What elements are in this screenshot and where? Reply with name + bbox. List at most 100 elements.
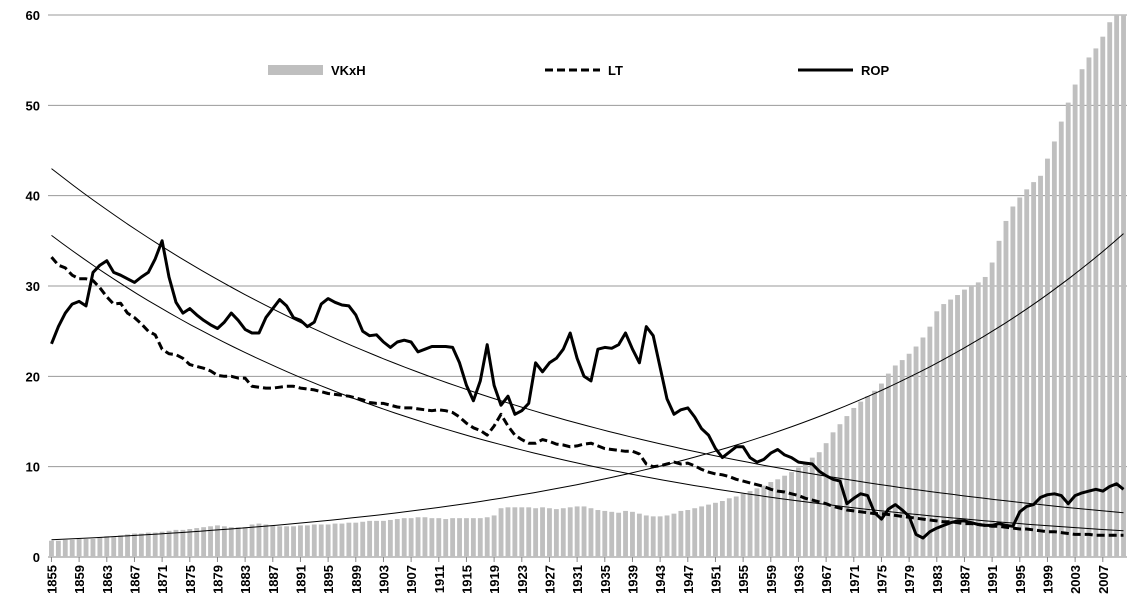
bar — [381, 520, 386, 557]
bar — [789, 472, 794, 557]
bar — [353, 522, 359, 557]
bar — [844, 416, 850, 557]
bar — [713, 502, 718, 557]
x-tick-label: 1987 — [957, 565, 972, 594]
bar — [796, 467, 801, 557]
bar — [277, 526, 283, 557]
x-tick-label: 1863 — [100, 565, 115, 594]
bar — [671, 513, 677, 557]
legend-swatch — [268, 65, 323, 75]
bar — [609, 511, 615, 557]
x-tick-label: 1959 — [764, 565, 779, 594]
bar — [429, 518, 435, 557]
bar — [1031, 182, 1037, 557]
x-tick-label: 1879 — [210, 565, 225, 594]
bar — [761, 485, 767, 557]
x-tick-label: 1967 — [819, 565, 834, 594]
bar — [187, 528, 193, 557]
bar — [263, 524, 269, 557]
bar — [125, 534, 130, 557]
bar — [311, 524, 317, 557]
bar — [989, 262, 995, 557]
bar — [837, 424, 843, 557]
y-tick-label: 10 — [26, 460, 40, 475]
bar — [920, 337, 926, 557]
bar — [816, 452, 822, 557]
bar — [208, 526, 213, 557]
bar — [339, 523, 345, 557]
x-tick-label: 1971 — [847, 565, 862, 594]
bar — [83, 538, 89, 557]
x-tick-label: 2003 — [1068, 565, 1083, 594]
bar — [899, 360, 905, 557]
bar — [1093, 48, 1099, 557]
x-tick-label: 1859 — [72, 565, 87, 594]
x-tick-label: 1991 — [985, 565, 1000, 594]
bar — [194, 528, 200, 557]
bar — [630, 511, 635, 557]
bar — [968, 286, 974, 557]
bar — [830, 432, 836, 557]
bar — [221, 526, 227, 557]
bar — [1107, 22, 1113, 557]
bar — [623, 510, 628, 557]
bar — [318, 524, 324, 557]
bar — [360, 521, 366, 557]
bar — [298, 525, 303, 557]
bar — [547, 508, 552, 557]
bar — [291, 526, 296, 557]
bar — [76, 538, 82, 557]
bar — [498, 508, 504, 557]
x-tick-label: 1907 — [404, 565, 419, 594]
bar — [505, 507, 511, 557]
bar — [49, 540, 54, 557]
x-tick-label: 1855 — [44, 565, 59, 594]
bar — [491, 515, 497, 557]
bar — [111, 537, 117, 557]
bar — [581, 506, 587, 557]
bar — [719, 500, 725, 557]
bar — [982, 276, 988, 557]
bar — [643, 515, 649, 557]
bar — [892, 365, 898, 557]
bar — [159, 531, 165, 557]
bar — [477, 518, 483, 557]
bar — [55, 540, 61, 557]
bar — [768, 482, 774, 557]
bar — [62, 539, 68, 557]
bar — [602, 510, 608, 557]
x-tick-label: 1935 — [598, 565, 613, 594]
bar — [885, 373, 891, 557]
y-tick-label: 30 — [26, 279, 40, 294]
bar — [996, 240, 1002, 558]
legend-label: LT — [608, 63, 623, 78]
bar — [927, 326, 933, 557]
bar — [533, 508, 539, 557]
y-tick-label: 50 — [26, 98, 40, 113]
bar — [152, 532, 158, 557]
bar — [567, 507, 573, 557]
bar — [436, 518, 442, 557]
bar — [173, 529, 179, 557]
bar — [560, 508, 566, 557]
bar — [747, 491, 753, 557]
bar — [422, 517, 428, 557]
bar — [284, 526, 290, 557]
bar — [962, 289, 967, 557]
x-tick-label: 1951 — [708, 565, 723, 594]
bar — [733, 496, 739, 557]
bar — [595, 510, 601, 557]
bar — [415, 517, 421, 557]
bar — [97, 537, 103, 557]
x-tick-label: 1999 — [1040, 565, 1055, 594]
bar — [180, 529, 186, 557]
bar — [865, 396, 871, 557]
bar — [879, 383, 884, 557]
bar — [166, 530, 172, 557]
x-tick-label: 1983 — [930, 565, 945, 594]
bar — [215, 525, 220, 557]
bar — [975, 282, 981, 557]
bar — [118, 535, 124, 557]
x-tick-label: 1931 — [570, 565, 585, 594]
bar — [706, 504, 711, 557]
